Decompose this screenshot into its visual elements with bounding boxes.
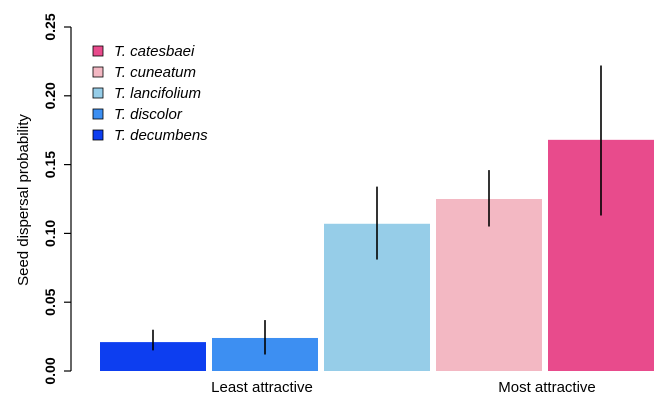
bar xyxy=(436,199,542,371)
category-label: Least attractive xyxy=(211,379,313,396)
error-bars xyxy=(152,65,602,355)
legend-swatch xyxy=(92,129,104,141)
y-tick-label: 0.10 xyxy=(42,220,58,247)
legend-label: T. lancifolium xyxy=(114,85,201,102)
legend-swatch xyxy=(92,66,104,78)
y-axis-label: Seed dispersal probability xyxy=(15,114,32,286)
y-tick-label: 0.25 xyxy=(42,13,58,40)
legend-label: T. discolor xyxy=(114,106,183,123)
y-axis: 0.00 0.05 0.10 0.15 0.20 0.25 xyxy=(42,13,72,385)
legend-swatch xyxy=(92,45,104,57)
y-tick-label: 0.05 xyxy=(42,288,58,315)
y-tick-label: 0.20 xyxy=(42,82,58,109)
legend-swatch xyxy=(92,108,104,120)
legend-label: T. cuneatum xyxy=(114,64,196,81)
category-label: Most attractive xyxy=(498,379,596,396)
legend-label: T. catesbaei xyxy=(114,43,195,60)
y-tick-label: 0.15 xyxy=(42,151,58,178)
legend-swatch xyxy=(92,87,104,99)
legend: T. catesbaei T. cuneatum T. lancifolium T. … xyxy=(92,43,208,144)
category-labels: Least attractive Most attractive xyxy=(211,379,596,396)
y-tick-label: 0.00 xyxy=(42,357,58,384)
legend-label: T. decumbens xyxy=(114,127,208,144)
